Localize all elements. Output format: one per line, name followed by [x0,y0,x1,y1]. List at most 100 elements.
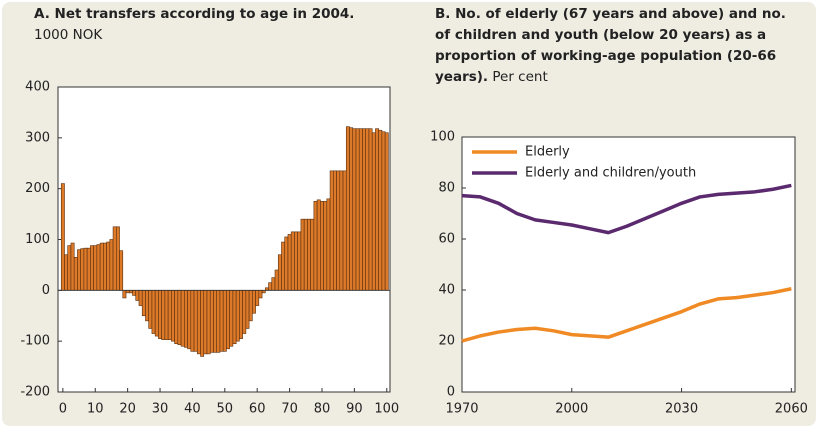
bar [239,290,243,339]
bar [138,290,143,306]
y-tick-label: 200 [25,181,50,196]
x-tick-label: 70 [281,402,298,417]
bar [90,245,94,291]
bar [116,226,120,291]
y-tick-label: -200 [20,385,50,400]
bar [67,245,72,291]
bar [64,254,69,291]
bar [109,239,114,291]
line [461,183,792,235]
chart-title: A. Net transfers according to age in 200… [34,6,355,22]
bar [358,128,363,291]
x-tick-label: 50 [217,402,234,417]
y-tick-label: 0 [447,385,455,400]
bar [132,290,137,296]
bar [352,128,357,291]
bar [300,218,305,291]
y-tick-label: 100 [430,130,455,145]
bar [320,201,324,291]
bar [333,170,337,291]
bar [375,128,379,291]
title-a-box: A. Net transfers according to age in 200… [34,4,414,46]
bar [70,242,75,291]
bar [339,170,344,291]
bar [96,244,101,291]
bar [258,290,263,299]
y-tick-label: 60 [438,232,455,247]
bar [281,241,286,291]
y-tick-label: 0 [42,283,50,298]
bar [167,290,172,340]
bar [83,247,88,291]
bar [193,290,198,352]
bar [180,290,185,347]
bar [349,127,354,291]
bar [190,290,195,352]
x-tick-label: 10 [87,402,104,417]
bar [222,290,227,352]
bar [135,290,140,301]
y-tick-label: 400 [25,80,50,95]
bar [271,277,276,291]
bar [196,290,201,355]
x-tick-label: 0 [59,402,67,417]
x-tick-label: 30 [152,402,169,417]
bar [174,290,179,345]
x-tick-label: 60 [249,402,266,417]
bar [77,249,81,291]
bar [154,290,159,337]
bar [336,170,341,291]
y-tick-label: -100 [20,334,50,349]
legend-label: Elderly [525,145,570,160]
plot-area [461,136,796,393]
legend-label: Elderly and children/youth [525,166,696,181]
bar [112,226,117,291]
bar [171,290,175,342]
bar [290,231,295,291]
bar [229,290,234,347]
x-tick-label: 2060 [775,402,808,417]
x-tick-label: 100 [374,402,399,417]
bar [200,290,205,357]
bar [219,290,224,352]
bar [148,290,153,329]
x-tick-label: 20 [119,402,136,417]
bar [284,236,289,291]
bar [93,245,98,291]
bar [268,282,273,291]
y-tick-label: 100 [25,232,50,247]
chart-title: B. No. of elderly (67 years and above) a… [435,6,786,85]
bar [323,201,328,291]
x-tick-label: 80 [314,402,331,417]
bar [106,241,111,291]
bar [345,126,350,291]
x-tick-label: 2030 [665,402,698,417]
bar [161,290,166,340]
bar [203,290,208,355]
bar [184,290,188,348]
y-tick-label: 40 [438,283,455,298]
bar [245,290,250,329]
bar [151,290,156,334]
y-tick-label: 80 [438,181,455,196]
bar [248,290,253,322]
bar [255,290,260,306]
bar [378,129,383,291]
bar [294,231,298,291]
chart-subtitle: 1000 NOK [34,27,103,43]
bar [164,290,169,340]
bar [187,290,192,350]
bar [313,201,318,291]
bar [342,170,347,291]
bar [274,269,279,291]
bar [99,242,104,291]
x-tick-label: 40 [184,402,201,417]
bar [80,248,85,291]
unit-label: Per cent [492,69,548,85]
bar [252,290,256,314]
bar [329,170,334,291]
bar [103,242,107,291]
x-tick-label: 2000 [555,402,588,417]
